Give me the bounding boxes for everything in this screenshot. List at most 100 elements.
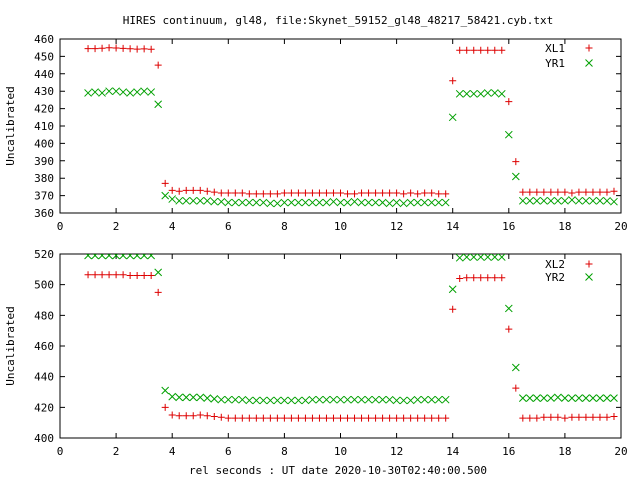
data-point bbox=[308, 189, 316, 197]
data-point bbox=[568, 196, 576, 204]
data-point bbox=[462, 89, 471, 98]
data-point bbox=[98, 271, 106, 279]
plot-panel-1: 360 370 380 390 400 410 420 430 440 450 460 0 2 4 6 8 10… bbox=[4, 33, 628, 233]
data-point bbox=[540, 196, 548, 205]
data-point bbox=[322, 395, 331, 404]
data-point bbox=[168, 411, 176, 419]
data-point bbox=[511, 172, 520, 181]
data-point bbox=[217, 197, 226, 206]
data-point bbox=[252, 414, 260, 422]
legend-marker bbox=[585, 260, 593, 268]
data-point bbox=[589, 413, 597, 421]
y-tick-label: 390 bbox=[34, 155, 54, 168]
y-axis-label: Uncalibrated bbox=[4, 306, 17, 385]
data-point bbox=[407, 414, 415, 422]
data-point bbox=[540, 188, 548, 196]
data-point bbox=[449, 305, 457, 313]
x-tick-label: 16 bbox=[502, 445, 515, 458]
data-point bbox=[364, 395, 373, 404]
data-point bbox=[385, 199, 394, 208]
data-point bbox=[547, 413, 555, 421]
data-point bbox=[189, 186, 197, 194]
data-point bbox=[351, 414, 359, 422]
data-point bbox=[189, 196, 198, 205]
x-tick-label: 18 bbox=[558, 220, 571, 233]
data-point bbox=[441, 198, 450, 207]
legend-label: YR2 bbox=[545, 271, 565, 284]
data-point bbox=[561, 188, 569, 196]
data-point bbox=[217, 395, 226, 404]
y-tick-label: 410 bbox=[34, 120, 54, 133]
data-point bbox=[484, 46, 492, 54]
data-point bbox=[238, 189, 246, 197]
data-point bbox=[554, 188, 562, 196]
data-point bbox=[385, 395, 394, 404]
data-point bbox=[427, 395, 436, 404]
data-point bbox=[336, 198, 345, 207]
data-point bbox=[84, 271, 92, 279]
data-point bbox=[568, 394, 576, 402]
data-point bbox=[203, 412, 211, 420]
data-point bbox=[273, 190, 281, 198]
data-point bbox=[224, 189, 232, 197]
data-point bbox=[154, 288, 162, 296]
data-point bbox=[477, 46, 485, 54]
y-tick-label: 440 bbox=[34, 371, 54, 384]
data-point bbox=[526, 188, 534, 196]
data-point bbox=[344, 190, 352, 198]
data-point bbox=[301, 414, 309, 422]
data-point bbox=[231, 189, 239, 197]
data-point bbox=[315, 395, 324, 404]
data-point bbox=[575, 196, 583, 205]
data-point bbox=[511, 363, 520, 372]
data-point bbox=[119, 254, 127, 260]
x-tick-label: 4 bbox=[169, 445, 176, 458]
data-point bbox=[112, 44, 120, 52]
data-point bbox=[343, 395, 352, 404]
data-point bbox=[133, 88, 141, 96]
data-point bbox=[210, 197, 219, 206]
data-point bbox=[421, 189, 429, 197]
data-point bbox=[112, 271, 120, 279]
plot-frame bbox=[59, 38, 622, 214]
data-point bbox=[589, 394, 597, 402]
data-point bbox=[372, 189, 380, 197]
y-tick-label: 520 bbox=[34, 248, 54, 261]
data-point bbox=[603, 196, 611, 205]
data-point bbox=[610, 187, 618, 195]
data-point bbox=[589, 196, 597, 205]
data-point bbox=[161, 179, 169, 187]
data-point bbox=[259, 396, 268, 405]
data-point bbox=[491, 46, 499, 54]
data-point bbox=[245, 190, 253, 198]
data-point bbox=[280, 198, 289, 207]
data-point bbox=[610, 197, 618, 206]
data-point bbox=[455, 89, 464, 98]
data-point bbox=[575, 394, 583, 402]
y-tick-label: 480 bbox=[34, 309, 54, 322]
series-YR1 bbox=[84, 87, 618, 208]
data-point bbox=[147, 254, 156, 260]
y-tick-label: 430 bbox=[34, 85, 54, 98]
legend-marker bbox=[585, 273, 593, 281]
data-point bbox=[378, 198, 387, 207]
data-point bbox=[203, 187, 211, 195]
data-point bbox=[533, 414, 541, 422]
data-point bbox=[196, 393, 205, 402]
data-point bbox=[610, 413, 618, 421]
data-point bbox=[392, 396, 401, 405]
data-point bbox=[476, 89, 485, 98]
data-point bbox=[448, 285, 457, 294]
data-point bbox=[175, 412, 183, 420]
y-tick-label: 370 bbox=[34, 190, 54, 203]
data-point bbox=[504, 304, 513, 313]
x-tick-label: 14 bbox=[446, 445, 460, 458]
data-point bbox=[518, 394, 527, 402]
data-point bbox=[512, 158, 520, 166]
data-point bbox=[294, 396, 303, 405]
data-point bbox=[596, 413, 604, 421]
data-point bbox=[238, 414, 246, 422]
data-point bbox=[224, 414, 232, 422]
